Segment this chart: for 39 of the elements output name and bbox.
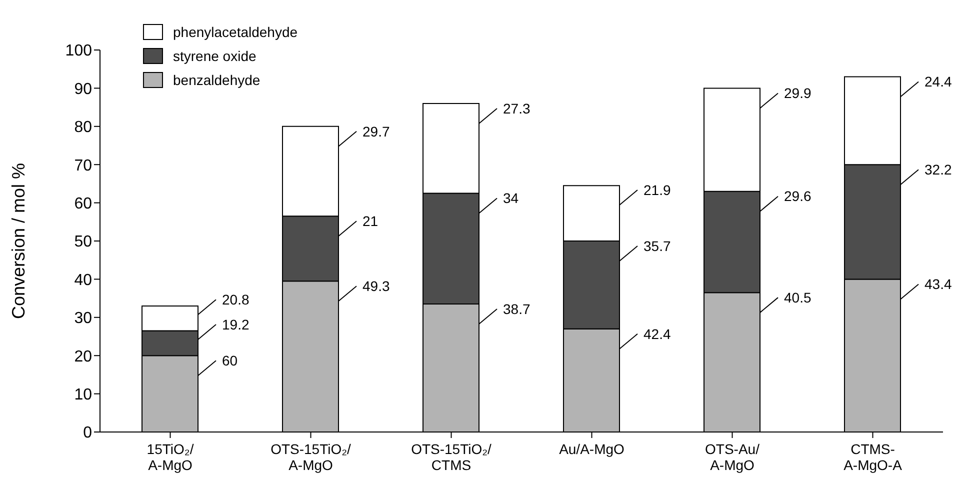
y-tick-label: 40 — [74, 272, 92, 289]
annotation: 29.7 — [362, 123, 390, 140]
y-tick-label: 10 — [74, 386, 92, 404]
annotation: 29.6 — [784, 188, 812, 204]
annotation: 27.3 — [503, 100, 530, 116]
y-tick-label: 30 — [74, 310, 92, 328]
x-tick-label: OTS-Au/ A-MgO — [705, 441, 760, 473]
x-tick-label: OTS-15TiO₂/ A-MgO — [270, 441, 352, 473]
x-tick-label: Au/A-MgO — [559, 441, 625, 457]
annotation: 24.4 — [924, 74, 952, 90]
annotation: 21.9 — [644, 182, 671, 198]
y-tick-label: 20 — [74, 348, 92, 366]
annotation: 34 — [503, 190, 519, 206]
annotation: 43.4 — [924, 276, 952, 292]
annotation: 49.3 — [362, 278, 390, 294]
annotation: 32.2 — [924, 162, 952, 178]
annotation: 29.9 — [784, 85, 812, 102]
y-tick-label: 100 — [65, 42, 92, 60]
y-tick-label: 0 — [83, 424, 92, 442]
legend-label: styrene oxide — [173, 48, 256, 64]
y-tick-label: 80 — [74, 119, 92, 136]
y-tick-label: 70 — [74, 157, 92, 174]
annotation: 35.7 — [644, 238, 671, 254]
annotation: 38.7 — [503, 300, 530, 317]
annotation: 21 — [362, 213, 378, 230]
y-tick-label: 50 — [74, 234, 92, 251]
y-axis-title: Conversion / mol % — [8, 162, 28, 320]
x-tick-label: CTMS- A-MgO-A — [844, 441, 903, 473]
annotation: 60 — [222, 352, 238, 368]
x-tick-label: OTS-15TiO₂/ CTMS — [411, 441, 492, 473]
x-tick-label: 15TiO₂/ A-MgO — [146, 441, 194, 473]
y-tick-label: 90 — [74, 80, 92, 98]
annotation: 40.5 — [784, 289, 812, 306]
annotation: 42.4 — [644, 326, 671, 342]
annotation: 20.8 — [222, 292, 250, 308]
legend-label: phenylacetaldehyde — [173, 24, 298, 40]
annotation: 19.2 — [222, 316, 250, 332]
y-tick-label: 60 — [74, 195, 92, 212]
legend-label: benzaldehyde — [173, 72, 260, 88]
